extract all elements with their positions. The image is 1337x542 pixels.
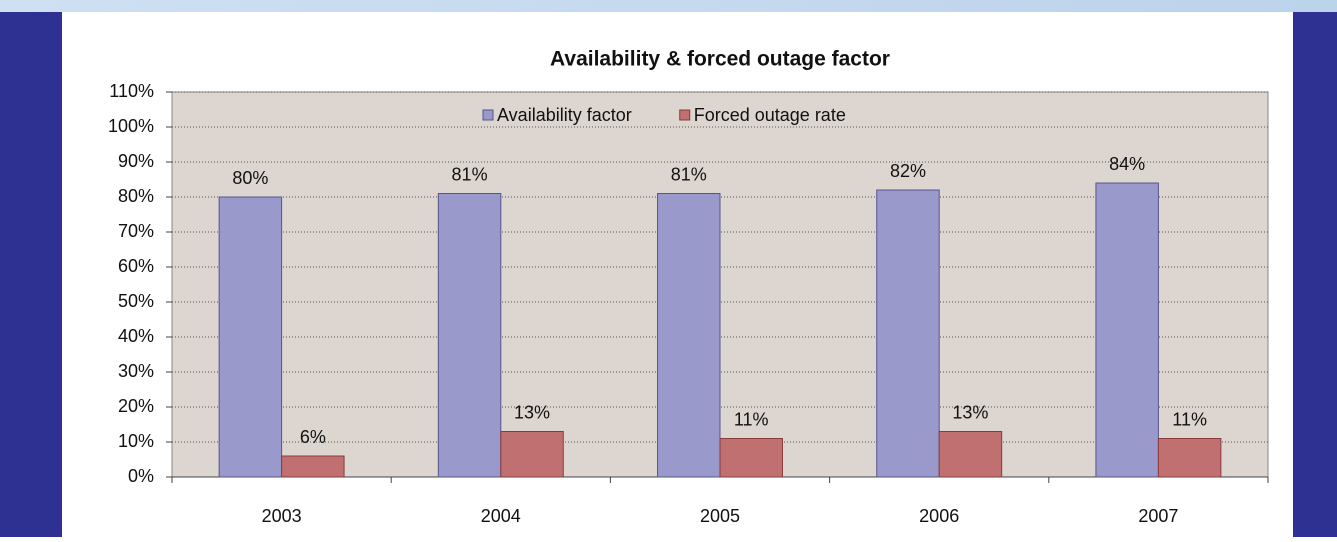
x-tick-label: 2007 [1138, 506, 1178, 526]
bar [938, 431, 1003, 478]
value-label: 84% [1109, 154, 1145, 174]
y-tick-label: 90% [118, 151, 154, 171]
value-label: 81% [452, 164, 488, 184]
y-tick-label: 70% [118, 221, 154, 241]
bar [657, 193, 721, 478]
value-label: 13% [514, 402, 550, 422]
x-tick-label: 2003 [262, 506, 302, 526]
y-tick-label: 0% [128, 466, 154, 486]
y-tick-label: 60% [118, 256, 154, 276]
bar [281, 455, 345, 478]
x-tick-label: 2005 [700, 506, 740, 526]
y-tick-label: 40% [118, 326, 154, 346]
value-label: 80% [232, 168, 268, 188]
value-label: 11% [1172, 409, 1207, 429]
y-tick-label: 30% [118, 361, 154, 381]
bar [1095, 182, 1159, 478]
chart-title: Availability & forced outage factor [550, 48, 890, 71]
value-label: 13% [952, 402, 988, 422]
y-tick-label: 20% [118, 396, 154, 416]
x-tick-label: 2006 [919, 506, 959, 526]
value-label: 6% [300, 427, 326, 447]
bar [437, 193, 502, 478]
bar [876, 189, 940, 478]
bar [719, 438, 783, 478]
value-label: 81% [671, 164, 707, 184]
x-tick-label: 2004 [481, 506, 521, 526]
value-label: 11% [734, 409, 769, 429]
y-tick-label: 100% [108, 116, 154, 136]
y-tick-label: 50% [118, 291, 154, 311]
y-tick-label: 110% [109, 81, 154, 101]
legend-swatch [482, 109, 494, 121]
right-band [1293, 12, 1337, 537]
left-band [0, 12, 62, 537]
bar [1157, 438, 1222, 478]
legend-label: Forced outage rate [694, 105, 846, 125]
y-tick-label: 10% [118, 431, 154, 451]
bar [500, 431, 564, 478]
y-tick-label: 80% [118, 186, 154, 206]
legend-label: Availability factor [497, 105, 632, 125]
legend-swatch [679, 109, 691, 121]
value-label: 82% [890, 161, 926, 181]
bar [218, 196, 283, 478]
